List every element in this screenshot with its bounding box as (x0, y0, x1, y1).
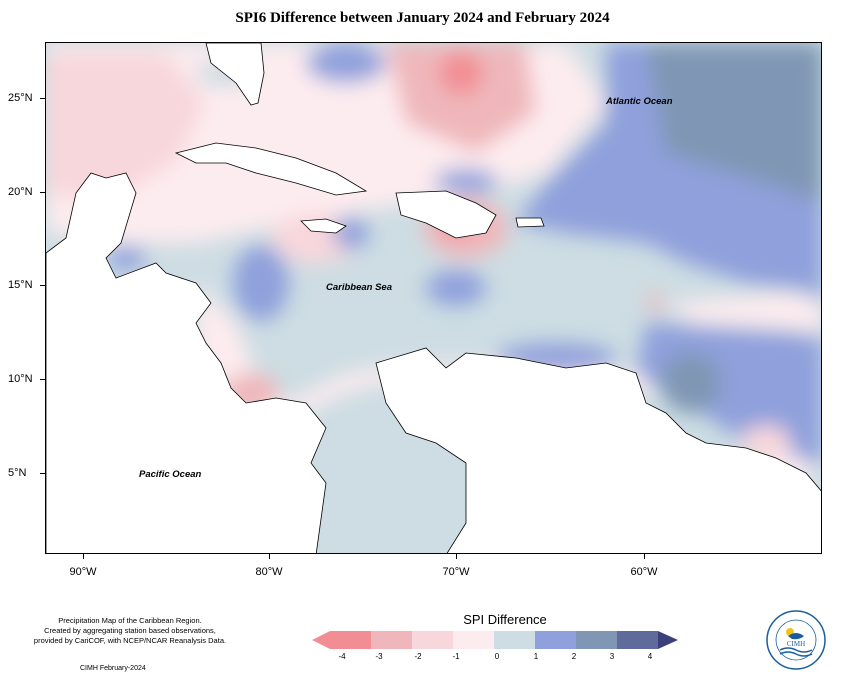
footer-date: CIMH February-2024 (80, 665, 146, 672)
spi-difference-map[interactable]: Atlantic Ocean Caribbean Sea Pacific Oce… (45, 42, 822, 554)
atlantic-ocean-label: Atlantic Ocean (606, 96, 673, 107)
lon-tick (83, 554, 84, 559)
legend-swatch (371, 631, 412, 649)
map-canvas (46, 43, 821, 553)
lon-tick (269, 554, 270, 559)
lat-tick (40, 473, 45, 474)
legend-swatch (412, 631, 453, 649)
map-description: Precipitation Map of the Caribbean Regio… (10, 616, 250, 646)
legend-swatch (494, 631, 535, 649)
lat-tick (40, 192, 45, 193)
lat-tick (40, 379, 45, 380)
legend-arrow-right (658, 631, 678, 649)
legend-tick: 2 (571, 652, 577, 661)
lat-label: 25°N (8, 92, 33, 104)
footer-line: Precipitation Map of the Caribbean Regio… (58, 616, 202, 625)
caribbean-sea-label: Caribbean Sea (326, 282, 392, 293)
map-title: SPI6 Difference between January 2024 and… (235, 10, 610, 26)
legend-swatch (453, 631, 494, 649)
footer-line: provided by CariCOF, with NCEP/NCAR Rean… (33, 636, 227, 645)
legend-tick: 3 (609, 652, 615, 661)
legend-colorbar (312, 631, 678, 649)
footer-line: Created by aggregating station based obs… (44, 626, 216, 635)
legend-arrow-left (312, 631, 330, 649)
pacific-ocean-label: Pacific Ocean (139, 469, 202, 480)
cimh-logo: CIMH (766, 610, 826, 670)
lat-tick (40, 285, 45, 286)
land-outlines (46, 43, 821, 553)
legend-title: SPI Difference (463, 612, 547, 627)
legend-swatch (617, 631, 658, 649)
legend-tick: 4 (647, 652, 653, 661)
lat-label: 10°N (8, 373, 33, 385)
legend-swatch (576, 631, 617, 649)
lon-label: 70°W (442, 566, 470, 578)
legend-tick: 1 (533, 652, 539, 661)
lon-label: 60°W (630, 566, 658, 578)
lon-label: 90°W (69, 566, 97, 578)
lat-label: 15°N (8, 279, 33, 291)
lat-tick (40, 98, 45, 99)
legend-tick: -2 (414, 652, 422, 661)
legend-tick: -1 (452, 652, 460, 661)
svg-text:CIMH: CIMH (787, 640, 805, 648)
legend-swatch (330, 631, 371, 649)
legend-tick: 0 (494, 652, 500, 661)
lat-label: 5°N (8, 467, 27, 479)
legend-tick: -3 (375, 652, 383, 661)
spi-field (46, 43, 821, 513)
lon-tick (456, 554, 457, 559)
lon-label: 80°W (255, 566, 283, 578)
lon-tick (644, 554, 645, 559)
legend-swatch (535, 631, 576, 649)
lat-label: 20°N (8, 186, 33, 198)
legend-tick: -4 (338, 652, 346, 661)
